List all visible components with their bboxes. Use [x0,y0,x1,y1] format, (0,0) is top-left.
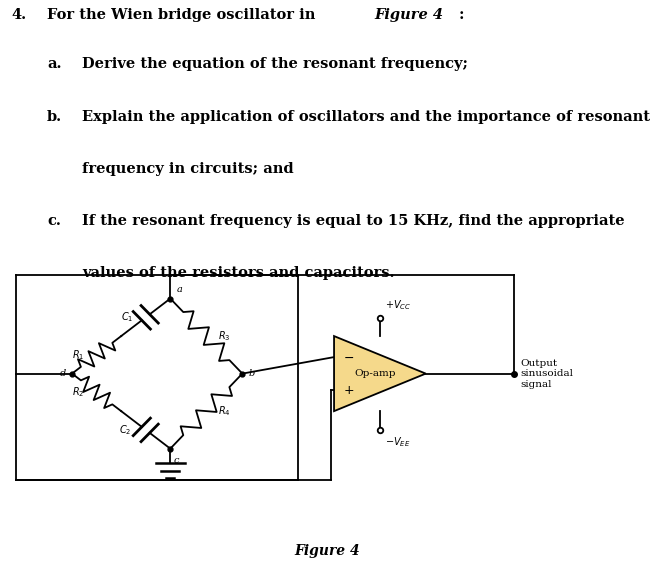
Text: :: : [458,8,464,22]
Text: c: c [174,455,179,464]
Text: $R_2$: $R_2$ [72,386,84,399]
Text: Output
sinusoidal
signal: Output sinusoidal signal [521,359,574,388]
Text: For the Wien bridge oscillator in: For the Wien bridge oscillator in [47,8,321,22]
Polygon shape [334,336,426,411]
Text: If the resonant frequency is equal to 15 KHz, find the appropriate: If the resonant frequency is equal to 15… [82,214,624,228]
Text: a.: a. [47,57,62,71]
Text: a: a [177,285,183,294]
Text: $-V_{EE}$: $-V_{EE}$ [385,435,411,449]
Text: Op-amp: Op-amp [354,369,396,378]
Text: Explain the application of oscillators and the importance of resonant: Explain the application of oscillators a… [82,109,650,124]
Text: Derive the equation of the resonant frequency;: Derive the equation of the resonant freq… [82,57,468,71]
Text: $+V_{CC}$: $+V_{CC}$ [385,298,411,312]
Text: b: b [249,369,255,378]
Text: Figure 4: Figure 4 [375,8,443,22]
Text: $-$: $-$ [343,350,354,363]
Text: $R_4$: $R_4$ [218,404,231,418]
Text: $C_2$: $C_2$ [119,423,131,437]
Text: $R_3$: $R_3$ [218,329,231,343]
Text: 4.: 4. [12,8,27,22]
Text: Figure 4: Figure 4 [295,544,360,558]
Text: frequency in circuits; and: frequency in circuits; and [82,162,293,176]
Text: $R_1$: $R_1$ [72,348,84,362]
Text: d: d [60,369,67,378]
Text: values of the resistors and capacitors.: values of the resistors and capacitors. [82,266,394,280]
Text: c.: c. [47,214,61,228]
Text: b.: b. [47,109,62,124]
Text: $+$: $+$ [343,384,354,396]
Text: $C_1$: $C_1$ [121,310,134,324]
